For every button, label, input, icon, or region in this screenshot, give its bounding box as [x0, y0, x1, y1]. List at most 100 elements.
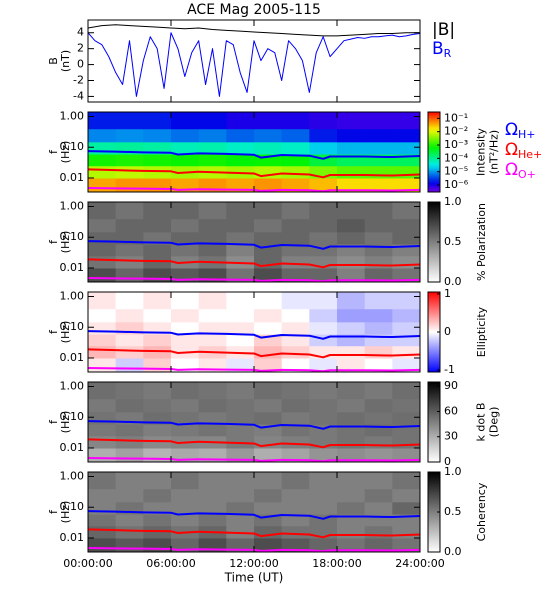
spectrogram-cell [364, 165, 393, 179]
spectrogram-cell [198, 231, 227, 245]
colorbar [427, 111, 441, 193]
spectrogram-cell [364, 488, 393, 503]
spectrogram-cell [115, 308, 144, 323]
spectrogram-cell [226, 231, 255, 245]
spectrogram-cell [337, 501, 366, 515]
spectrogram-cell [115, 488, 144, 503]
spectrogram-cell [171, 321, 200, 335]
spectrogram-cell [143, 501, 172, 515]
spectrogram-cell [143, 357, 172, 372]
spectrogram-cell [88, 141, 117, 155]
colorbar-tick-label: 0 [444, 455, 451, 468]
spectrogram-cell [392, 398, 420, 413]
spectrogram-cell [171, 501, 200, 515]
spectrogram-cell [392, 165, 420, 179]
spectrogram-cell [337, 345, 366, 359]
spectrogram-cell [143, 218, 172, 233]
spectrogram-cell [309, 382, 338, 400]
spectrogram-cell [281, 472, 310, 490]
colorbar-tick-label: 10⁻¹ [444, 111, 468, 124]
spectrogram-cell [254, 382, 283, 400]
spectrogram-cell [171, 244, 200, 257]
colorbar-tick-label: 1.0 [444, 465, 462, 478]
spectrogram-cell [281, 231, 310, 245]
colorbar-tick-label: 0.0 [444, 545, 462, 558]
spectrogram-cell [364, 525, 393, 539]
spectrogram-cell [88, 345, 117, 359]
spectrogram-cell [88, 267, 117, 282]
spectrogram-cell [254, 202, 283, 220]
spectrogram-cell [226, 472, 255, 490]
y-axis-label: f [47, 149, 60, 154]
spectrogram-cell [254, 501, 283, 515]
spectrogram-cell [337, 112, 366, 130]
spectrogram-cell [226, 357, 255, 372]
spectrogram-cell [281, 411, 310, 425]
gyrofrequency-line [87, 510, 421, 520]
spectrogram-cell [392, 177, 420, 192]
spectrogram-cell [115, 154, 144, 167]
spectrogram-cell [226, 514, 255, 527]
spectrogram-cell [281, 292, 310, 310]
gyrofrequency-line [87, 420, 421, 430]
spectrogram-cell [226, 424, 255, 437]
spectrogram-cell [226, 267, 255, 282]
spectrogram-cell [392, 435, 420, 449]
spectrogram-cell [281, 255, 310, 269]
spectrogram-cell [171, 308, 200, 323]
spectrogram-cell [337, 231, 366, 245]
legend-label: B [432, 39, 444, 59]
spectrogram-cell [88, 334, 117, 347]
spectrogram-cell [198, 411, 227, 425]
spectrogram-cell [281, 424, 310, 437]
spectrogram-cell [392, 231, 420, 245]
spectrogram-cell [254, 128, 283, 143]
spectrogram-cell [392, 267, 420, 282]
spectrogram-cell [115, 165, 144, 179]
legend-entry: ΩO+ [505, 160, 536, 181]
spectrogram-cell [143, 128, 172, 143]
spectrogram-cell [281, 177, 310, 192]
spectrogram [88, 382, 420, 462]
spectrogram-cell [337, 202, 366, 220]
spectrogram-cell [392, 411, 420, 425]
spectrogram-cell [392, 292, 420, 310]
spectrogram-cell [143, 382, 172, 400]
spectrogram-cell [115, 357, 144, 372]
y-tick-label: 0 [77, 58, 84, 71]
spectrogram-cell [115, 112, 144, 130]
colorbar-tick-label: 0.5 [444, 235, 462, 248]
spectrogram-cell [392, 537, 420, 552]
legend-entry: ΩHe+ [505, 140, 542, 161]
spectrogram-cell [254, 177, 283, 192]
spectrogram-cell [364, 141, 393, 155]
spectrogram-cell [88, 525, 117, 539]
spectrogram-cell [281, 435, 310, 449]
spectrogram-cell [115, 292, 144, 310]
y-axis-label: (Hz) [59, 321, 72, 344]
colorbar-tick-label: 60 [444, 404, 458, 417]
spectrogram-cell [115, 398, 144, 413]
y-axis-label: (Hz) [59, 501, 72, 524]
spectrogram-cell [281, 165, 310, 179]
y-axis-label: B [47, 57, 60, 65]
y-tick-label: 4 [77, 26, 84, 39]
spectrogram-cell [198, 244, 227, 257]
spectrogram-cell [337, 537, 366, 552]
spectrogram-cell [337, 128, 366, 143]
line [88, 32, 420, 97]
spectrogram-cell [143, 177, 172, 192]
spectrogram-cell [392, 255, 420, 269]
gyrofrequency-line [87, 187, 421, 193]
spectrogram-cell [143, 308, 172, 323]
spectrogram-cell [254, 411, 283, 425]
spectrogram-cell [254, 231, 283, 245]
spectrogram-cell [254, 357, 283, 372]
spectrogram-cell [88, 177, 117, 192]
spectrogram-cell [171, 112, 200, 130]
spectrogram-cell [226, 292, 255, 310]
spectrogram-cell [143, 244, 172, 257]
spectrogram-cell [88, 218, 117, 233]
colorbar-label: k dot B [475, 403, 488, 442]
